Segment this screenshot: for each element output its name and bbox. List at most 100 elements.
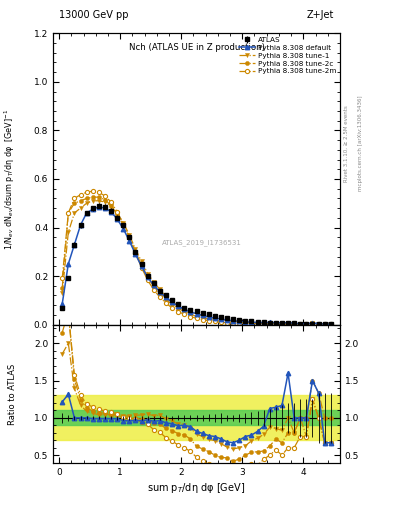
- Pythia 8.308 tune-1: [133, 246, 138, 252]
- Pythia 8.308 tune-2c: [329, 321, 333, 327]
- Pythia 8.308 default: [145, 274, 150, 281]
- Pythia 8.308 tune-2m: [310, 321, 315, 327]
- Y-axis label: 1/N$_{ev}$ dN$_{ev}$/dsum p$_T$/dη dφ  [GeV]$^{-1}$: 1/N$_{ev}$ dN$_{ev}$/dsum p$_T$/dη dφ [G…: [3, 109, 17, 249]
- Pythia 8.308 tune-2c: [231, 319, 235, 325]
- Pythia 8.308 tune-2m: [84, 189, 89, 196]
- Pythia 8.308 default: [219, 316, 223, 322]
- Pythia 8.308 tune-1: [60, 290, 64, 296]
- Pythia 8.308 tune-2c: [286, 321, 290, 327]
- Pythia 8.308 default: [310, 320, 315, 326]
- Pythia 8.308 tune-2c: [267, 321, 272, 327]
- Pythia 8.308 tune-1: [206, 314, 211, 321]
- Pythia 8.308 default: [237, 318, 242, 324]
- Pythia 8.308 tune-2m: [231, 320, 235, 326]
- Pythia 8.308 tune-2c: [133, 249, 138, 255]
- Pythia 8.308 tune-2c: [292, 321, 297, 327]
- Pythia 8.308 default: [96, 204, 101, 210]
- Pythia 8.308 tune-1: [231, 318, 235, 324]
- Pythia 8.308 tune-2m: [151, 287, 156, 293]
- Pythia 8.308 default: [279, 320, 284, 326]
- Pythia 8.308 tune-2m: [170, 305, 174, 311]
- Pythia 8.308 default: [249, 319, 254, 325]
- Pythia 8.308 default: [170, 299, 174, 305]
- Pythia 8.308 default: [298, 321, 303, 327]
- Pythia 8.308 tune-2m: [286, 321, 290, 327]
- Pythia 8.308 tune-2c: [249, 320, 254, 326]
- Pythia 8.308 tune-2m: [322, 321, 327, 327]
- Pythia 8.308 default: [78, 222, 83, 228]
- Line: Pythia 8.308 tune-2m: Pythia 8.308 tune-2m: [60, 189, 333, 326]
- Pythia 8.308 tune-2c: [255, 320, 260, 326]
- Pythia 8.308 tune-2m: [60, 275, 64, 282]
- Pythia 8.308 tune-1: [163, 293, 168, 299]
- Pythia 8.308 tune-2c: [316, 321, 321, 327]
- Pythia 8.308 default: [194, 311, 199, 317]
- Pythia 8.308 tune-2m: [274, 321, 278, 327]
- Pythia 8.308 tune-2m: [115, 209, 119, 215]
- Pythia 8.308 tune-1: [200, 313, 205, 319]
- Pythia 8.308 tune-2c: [274, 321, 278, 327]
- Pythia 8.308 default: [133, 251, 138, 258]
- Pythia 8.308 tune-2m: [182, 311, 187, 317]
- Pythia 8.308 tune-2c: [96, 194, 101, 200]
- Pythia 8.308 tune-2m: [176, 308, 180, 314]
- Pythia 8.308 tune-2c: [206, 316, 211, 322]
- Pythia 8.308 tune-2c: [219, 318, 223, 324]
- Pythia 8.308 tune-2c: [163, 296, 168, 303]
- Pythia 8.308 tune-2c: [225, 318, 230, 325]
- Line: Pythia 8.308 tune-1: Pythia 8.308 tune-1: [60, 199, 333, 326]
- Pythia 8.308 tune-2c: [145, 274, 150, 281]
- Pythia 8.308 tune-1: [329, 321, 333, 327]
- Pythia 8.308 default: [274, 319, 278, 326]
- Bar: [53, 395, 340, 440]
- Text: Nch (ATLAS UE in Z production): Nch (ATLAS UE in Z production): [129, 44, 264, 52]
- Pythia 8.308 tune-2c: [194, 313, 199, 319]
- Pythia 8.308 tune-1: [225, 317, 230, 324]
- Text: 13000 GeV pp: 13000 GeV pp: [59, 10, 128, 20]
- Pythia 8.308 default: [90, 206, 95, 212]
- Pythia 8.308 default: [163, 294, 168, 301]
- Pythia 8.308 tune-1: [72, 210, 77, 216]
- Pythia 8.308 tune-1: [158, 286, 162, 292]
- Pythia 8.308 tune-2c: [90, 194, 95, 200]
- Pythia 8.308 default: [158, 289, 162, 295]
- Pythia 8.308 tune-1: [298, 321, 303, 327]
- Pythia 8.308 tune-2c: [279, 321, 284, 327]
- Pythia 8.308 tune-1: [188, 309, 193, 315]
- Pythia 8.308 default: [84, 210, 89, 216]
- Pythia 8.308 default: [316, 321, 321, 327]
- Pythia 8.308 default: [139, 263, 144, 269]
- Pythia 8.308 default: [200, 312, 205, 318]
- Pythia 8.308 tune-2m: [139, 265, 144, 271]
- Pythia 8.308 tune-2m: [145, 277, 150, 283]
- Pythia 8.308 tune-2c: [322, 321, 327, 327]
- Pythia 8.308 tune-1: [96, 198, 101, 204]
- Pythia 8.308 tune-2m: [279, 321, 284, 327]
- Pythia 8.308 tune-2m: [243, 321, 248, 327]
- Pythia 8.308 tune-2c: [121, 222, 126, 228]
- Pythia 8.308 tune-2m: [225, 319, 230, 326]
- Pythia 8.308 tune-1: [292, 321, 297, 327]
- Pythia 8.308 default: [176, 303, 180, 309]
- Pythia 8.308 tune-1: [279, 321, 284, 327]
- Pythia 8.308 tune-1: [322, 321, 327, 327]
- Pythia 8.308 default: [322, 321, 327, 327]
- Pythia 8.308 tune-1: [145, 270, 150, 276]
- Pythia 8.308 tune-1: [316, 321, 321, 327]
- Pythia 8.308 tune-2c: [151, 283, 156, 289]
- Pythia 8.308 tune-2c: [109, 203, 114, 209]
- Pythia 8.308 tune-2m: [158, 294, 162, 300]
- Pythia 8.308 tune-1: [274, 320, 278, 326]
- Pythia 8.308 tune-2m: [200, 317, 205, 323]
- Pythia 8.308 tune-2m: [316, 321, 321, 327]
- Pythia 8.308 tune-2m: [66, 210, 71, 216]
- Text: ATLAS_2019_I1736531: ATLAS_2019_I1736531: [162, 240, 242, 246]
- Pythia 8.308 tune-1: [151, 279, 156, 285]
- Pythia 8.308 tune-1: [267, 320, 272, 326]
- Pythia 8.308 tune-2m: [249, 321, 254, 327]
- Pythia 8.308 tune-1: [310, 321, 315, 327]
- Pythia 8.308 tune-2m: [121, 221, 126, 227]
- Pythia 8.308 tune-2c: [84, 195, 89, 201]
- Pythia 8.308 tune-1: [286, 321, 290, 327]
- Text: mcplots.cern.ch [arXiv:1306.3436]: mcplots.cern.ch [arXiv:1306.3436]: [358, 96, 363, 191]
